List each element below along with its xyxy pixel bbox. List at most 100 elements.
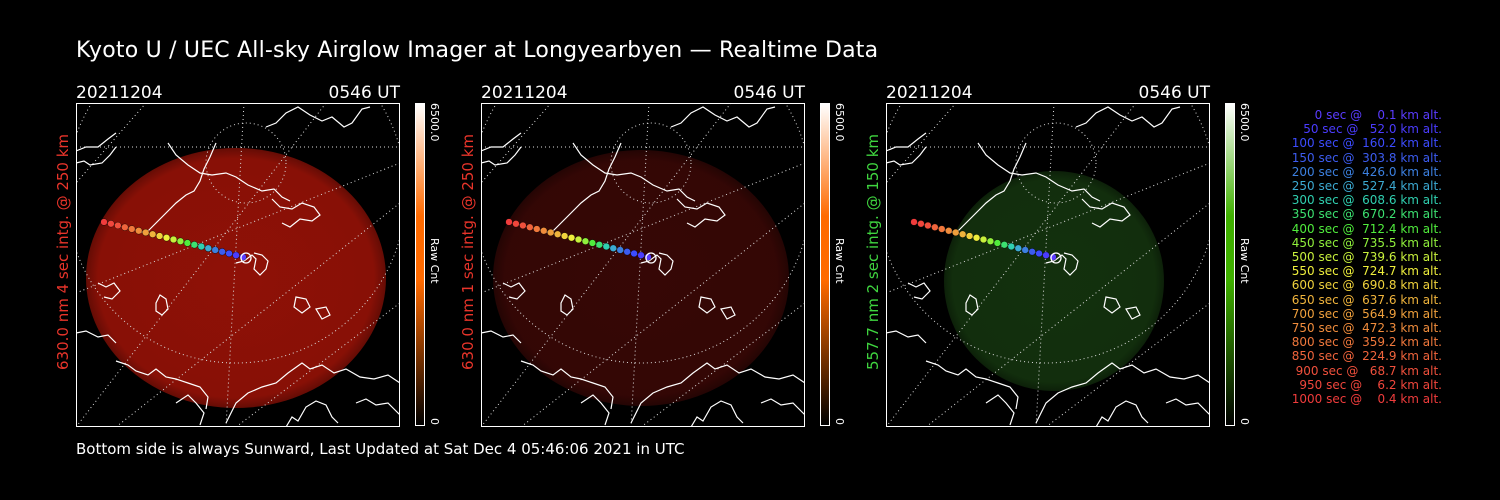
longitude-grid xyxy=(520,202,805,427)
latitude-grid xyxy=(205,122,287,204)
trajectory-point xyxy=(190,241,198,249)
trajectory-point xyxy=(142,228,150,237)
coastline xyxy=(355,398,400,416)
longitude-grid xyxy=(76,103,327,427)
trajectory-point xyxy=(630,249,638,258)
coastline xyxy=(481,146,522,166)
trajectory-point xyxy=(623,248,631,256)
legend-item: 900 sec @ 68.7 km alt. xyxy=(1291,363,1442,378)
station-marker xyxy=(1050,252,1062,264)
trajectory-point xyxy=(225,249,233,258)
coastline xyxy=(175,394,205,426)
airglow-disk xyxy=(944,171,1164,391)
coastline xyxy=(676,198,726,228)
legend-item: 50 sec @ 52.0 km alt. xyxy=(1295,122,1442,137)
trajectory-point xyxy=(1007,242,1015,251)
station-marker xyxy=(240,252,252,264)
trajectory-point xyxy=(917,220,925,228)
coastline xyxy=(1075,106,1181,128)
coastline xyxy=(1095,400,1149,427)
airglow-disk xyxy=(493,150,789,406)
coastline xyxy=(76,132,117,152)
legend-item: 650 sec @ 637.6 km alt. xyxy=(1287,292,1442,307)
coastline xyxy=(572,142,696,202)
trajectory-point xyxy=(512,220,520,228)
longitude-grid xyxy=(76,103,147,184)
coastline xyxy=(886,146,927,166)
panel-date: 20211204 xyxy=(886,83,973,103)
coastline xyxy=(520,360,614,410)
trajectory-point xyxy=(176,237,185,245)
colorbar-min: 0 xyxy=(1238,418,1251,425)
trajectory-point xyxy=(560,232,569,240)
panel-frame xyxy=(76,103,400,427)
coastline xyxy=(155,294,169,316)
station-marker xyxy=(645,252,657,264)
trajectory-point xyxy=(574,235,583,244)
trajectory-point xyxy=(232,251,240,259)
colorbar-1 xyxy=(415,103,425,426)
colorbar-title: Raw Cnt xyxy=(833,238,846,284)
legend-item: 350 sec @ 670.2 km alt. xyxy=(1287,207,1442,222)
trajectory-point xyxy=(169,235,178,244)
trajectory-point xyxy=(1035,249,1043,258)
coastline xyxy=(947,142,1027,234)
coastline xyxy=(271,198,321,228)
latitude-grid xyxy=(1015,122,1097,204)
coastline xyxy=(1035,362,1210,424)
trajectory-point xyxy=(121,223,129,231)
longitude-grid xyxy=(481,103,552,184)
coastline xyxy=(1103,296,1121,314)
coastline xyxy=(907,282,931,300)
trajectory-point xyxy=(204,244,212,252)
trajectory-point xyxy=(637,251,645,259)
panel-time: 0546 UT xyxy=(733,83,806,103)
coastline xyxy=(315,306,331,320)
trajectory-point xyxy=(183,239,192,247)
trajectory-point xyxy=(979,235,988,244)
trajectory-point xyxy=(993,239,1002,247)
coastline xyxy=(76,146,117,166)
coastline xyxy=(293,296,311,314)
colorbar-3 xyxy=(1225,103,1235,426)
coastline xyxy=(235,252,269,276)
coastline xyxy=(225,362,400,424)
coastline xyxy=(690,400,744,427)
coastline xyxy=(1165,398,1210,416)
longitude-grid xyxy=(925,202,1210,427)
panel-ylabel: 630.0 nm 1 sec intg. @ 250 km xyxy=(459,133,477,370)
trajectory-point xyxy=(1000,241,1008,249)
legend-item: 150 sec @ 303.8 km alt. xyxy=(1287,150,1442,165)
coastline xyxy=(76,330,117,344)
panel-ylabel: 557.7 nm 2 sec intg. @ 150 km xyxy=(864,133,882,370)
coastline xyxy=(720,306,736,320)
legend-item: 700 sec @ 564.9 km alt. xyxy=(1287,306,1442,321)
panel-ylabel: 630.0 nm 4 sec intg. @ 250 km xyxy=(54,133,72,370)
colorbar-max: 6500.0 xyxy=(833,103,846,142)
colorbar-2 xyxy=(820,103,830,426)
coastline xyxy=(925,360,1019,410)
latitude-grid xyxy=(610,122,692,204)
longitude-grid xyxy=(886,103,1137,427)
coastline xyxy=(137,142,217,234)
coastline xyxy=(698,296,716,314)
coastline xyxy=(560,294,574,316)
trajectory-point xyxy=(540,227,548,235)
trajectory-point xyxy=(616,246,624,254)
trajectory-point xyxy=(519,221,527,230)
trajectory-point xyxy=(100,218,108,226)
trajectory-point xyxy=(986,237,995,245)
trajectory-point xyxy=(965,232,974,240)
colorbar-max: 6500.0 xyxy=(428,103,441,142)
longitude-grid xyxy=(115,202,400,427)
legend-item: 500 sec @ 739.6 km alt. xyxy=(1287,250,1442,265)
allsky-image-2 xyxy=(481,103,805,427)
colorbar-min: 0 xyxy=(428,418,441,425)
legend-item: 0 sec @ 0.1 km alt. xyxy=(1303,108,1442,122)
coastline xyxy=(542,142,622,234)
colorbar-max: 6500.0 xyxy=(1238,103,1251,142)
trajectory-point xyxy=(1042,251,1050,259)
trajectory-point xyxy=(218,248,226,256)
trajectory-point xyxy=(1021,246,1029,254)
trajectory-point xyxy=(505,218,513,226)
